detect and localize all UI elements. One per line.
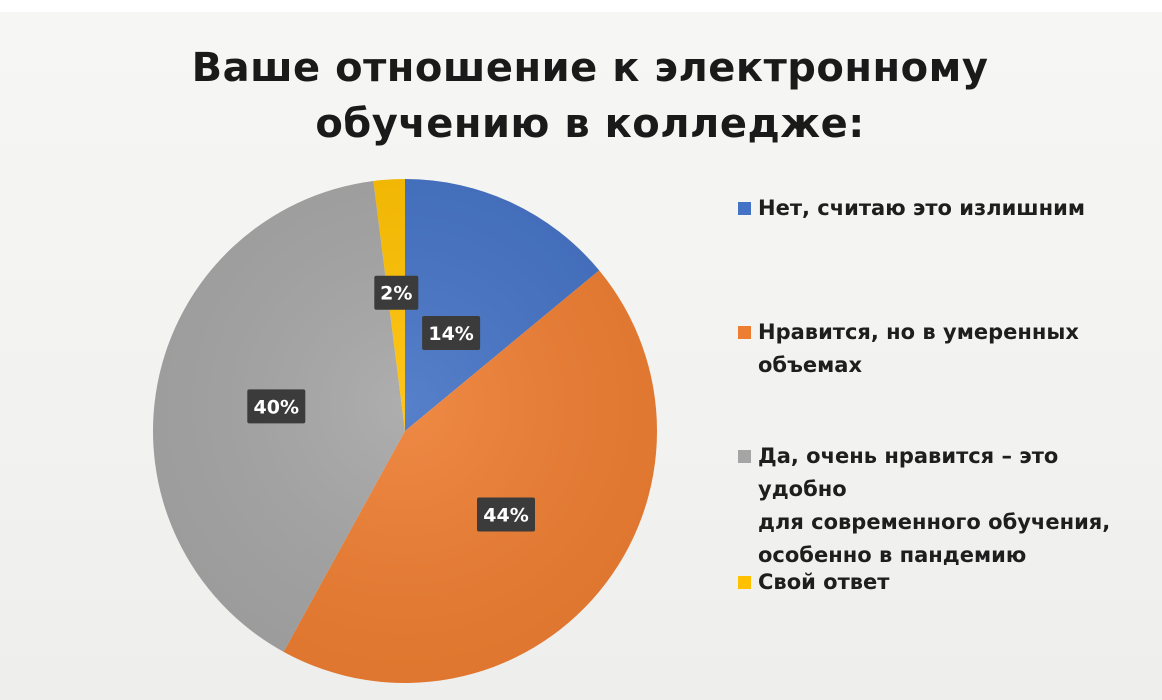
data-label-yes: 40%: [247, 389, 306, 424]
legend-swatch: [738, 576, 751, 589]
legend-label-line: Да, очень нравится – это удобно: [758, 444, 1059, 501]
data-label-box: [477, 497, 535, 532]
chart-title-line-2: обучению в колледже:: [315, 101, 865, 147]
data-labels: 14% 44% 40% 2%: [247, 275, 535, 532]
chart-title: Ваше отношение к электронному обучению в…: [140, 40, 1040, 152]
chart-title-line-1: Ваше отношение к электронному: [191, 45, 989, 91]
data-label-box: [247, 389, 306, 424]
legend-swatch: [738, 202, 751, 215]
data-label-moderate: 44%: [477, 497, 535, 532]
top-edge: [0, 0, 1162, 12]
data-label-own-answer: 2%: [374, 275, 419, 310]
legend-label: Свой ответ: [758, 566, 1153, 599]
legend-swatch: [738, 326, 751, 339]
data-label-text: 40%: [254, 396, 299, 418]
legend-label: Нет, считаю это излишним: [758, 192, 1153, 225]
legend-label-line: особенно в пандемию: [758, 543, 1027, 567]
legend-label-line: объемах: [758, 353, 862, 377]
data-label-text: 2%: [380, 283, 412, 305]
data-label-box: [374, 275, 419, 310]
legend-label-line: Свой ответ: [758, 570, 890, 594]
legend-label: Нравится, но в умеренных объемах: [758, 316, 1153, 382]
legend-label-line: Нет, считаю это излишним: [758, 196, 1085, 220]
legend-label-line: Нравится, но в умеренных: [758, 320, 1079, 344]
legend-label: Да, очень нравится – это удобно для совре…: [758, 440, 1153, 572]
legend-label-line: для современного обучения,: [758, 510, 1111, 534]
data-label-text: 44%: [483, 505, 528, 527]
data-label-text: 14%: [428, 323, 473, 345]
pie-shading: [153, 179, 657, 683]
legend-swatch: [738, 450, 751, 463]
data-label-no: 14%: [422, 316, 481, 350]
data-label-box: [422, 316, 481, 350]
